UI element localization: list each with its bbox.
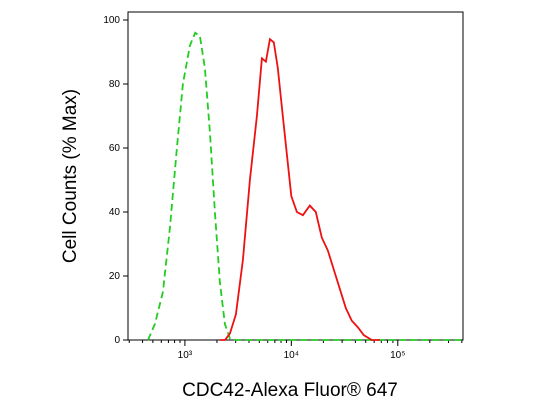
y-tick-label: 20 [109, 271, 121, 282]
histogram-curve [219, 37, 380, 341]
y-axis-title: Cell Counts (% Max) [60, 89, 81, 263]
y-tick-label: 80 [109, 79, 121, 90]
plot-frame [127, 11, 464, 341]
x-tick-label: 10⁵ [390, 350, 405, 361]
y-tick-label: 100 [103, 15, 120, 26]
histogram-curve [147, 31, 462, 341]
x-tick-label: 10⁴ [284, 350, 299, 361]
y-tick-label: 40 [109, 207, 121, 218]
y-tick-label: 60 [109, 143, 121, 154]
y-tick-label: 0 [114, 335, 120, 346]
x-tick-label: 10³ [178, 350, 193, 361]
x-axis-title: CDC42-Alexa Fluor® 647 [182, 380, 398, 401]
